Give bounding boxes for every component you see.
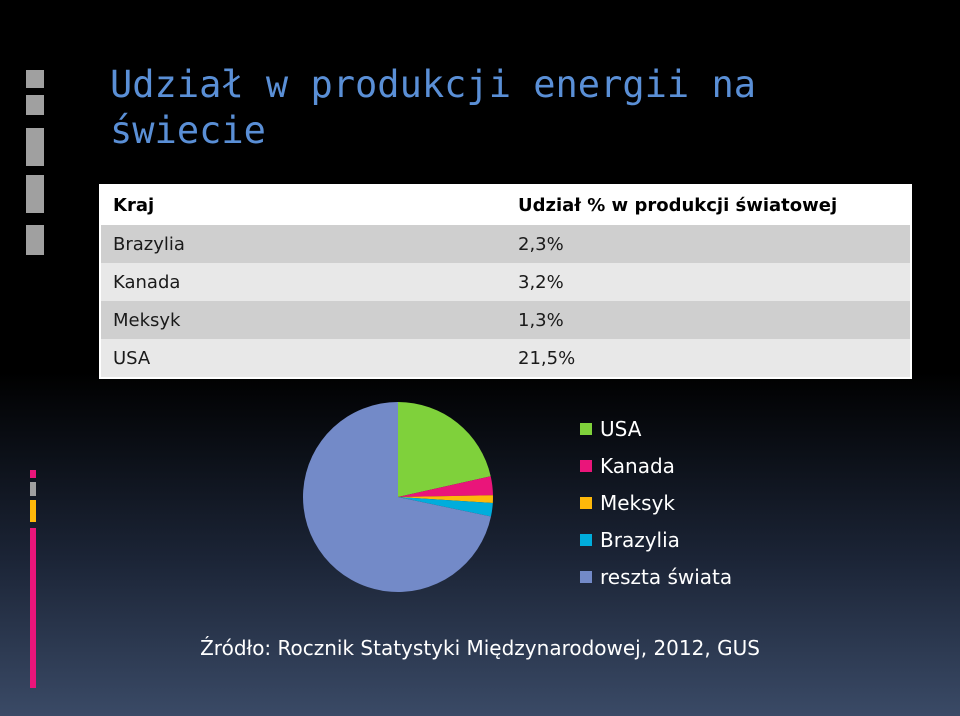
legend-label: Meksyk (600, 490, 675, 515)
pie-chart (303, 402, 493, 592)
deco-bar-gray-6 (30, 482, 36, 496)
table-row: Meksyk 1,3% (101, 301, 910, 339)
legend-label: USA (600, 416, 642, 441)
legend-swatch (580, 422, 592, 435)
slide-title-line1: Udział w produkcji energii na (110, 63, 757, 106)
table-cell-share: 1,3% (502, 301, 910, 339)
table-cell-country: Meksyk (101, 301, 502, 339)
pie-slice-kanada (398, 476, 493, 497)
table-cell-share: 3,2% (502, 263, 910, 301)
table-row: Brazylia 2,3% (101, 224, 910, 263)
pie-slice-reszta-świata (303, 402, 491, 592)
legend-label: reszta świata (600, 564, 733, 589)
legend-item: Meksyk (580, 484, 732, 521)
legend-item: Brazylia (580, 521, 732, 558)
table-row: USA 21,5% (101, 339, 910, 377)
deco-bar-gray-4 (26, 175, 44, 213)
table-cell-share: 2,3% (502, 224, 910, 263)
table-row: Kanada 3,2% (101, 263, 910, 301)
deco-bar-gray-1 (26, 70, 44, 88)
source-note: Źródło: Rocznik Statystyki Międzynarodow… (200, 636, 760, 660)
slide-title-line2: świecie (110, 109, 266, 152)
table-header-share: Udział % w produkcji światowej (502, 186, 910, 225)
legend-item: Kanada (580, 447, 732, 484)
deco-bar-gray-2 (26, 95, 44, 115)
pie-slice-brazylia (398, 497, 493, 517)
slide-title: Udział w produkcji energii na świecie (110, 62, 830, 154)
deco-bar-pink-2 (30, 528, 36, 688)
legend-label: Kanada (600, 453, 675, 478)
legend-label: Brazylia (600, 527, 680, 552)
pie-slice-usa (398, 402, 491, 497)
deco-bar-yellow-1 (30, 500, 36, 522)
chart-legend: USA Kanada Meksyk Brazylia reszta świata (580, 410, 732, 595)
deco-bar-gray-5 (26, 225, 44, 255)
deco-bar-pink-1 (30, 470, 36, 478)
legend-swatch (580, 459, 592, 472)
legend-swatch (580, 533, 592, 546)
table-cell-share: 21,5% (502, 339, 910, 377)
legend-swatch (580, 496, 592, 509)
deco-bar-gray-3 (26, 128, 44, 166)
table-header-country: Kraj (101, 186, 502, 225)
table-header-row: Kraj Udział % w produkcji światowej (101, 186, 910, 225)
table-cell-country: Kanada (101, 263, 502, 301)
pie-slice-meksyk (398, 495, 493, 503)
legend-swatch (580, 570, 592, 583)
table-cell-country: Brazylia (101, 224, 502, 263)
energy-share-table: Kraj Udział % w produkcji światowej Braz… (99, 184, 912, 379)
legend-item: reszta świata (580, 558, 732, 595)
legend-item: USA (580, 410, 732, 447)
table-cell-country: USA (101, 339, 502, 377)
